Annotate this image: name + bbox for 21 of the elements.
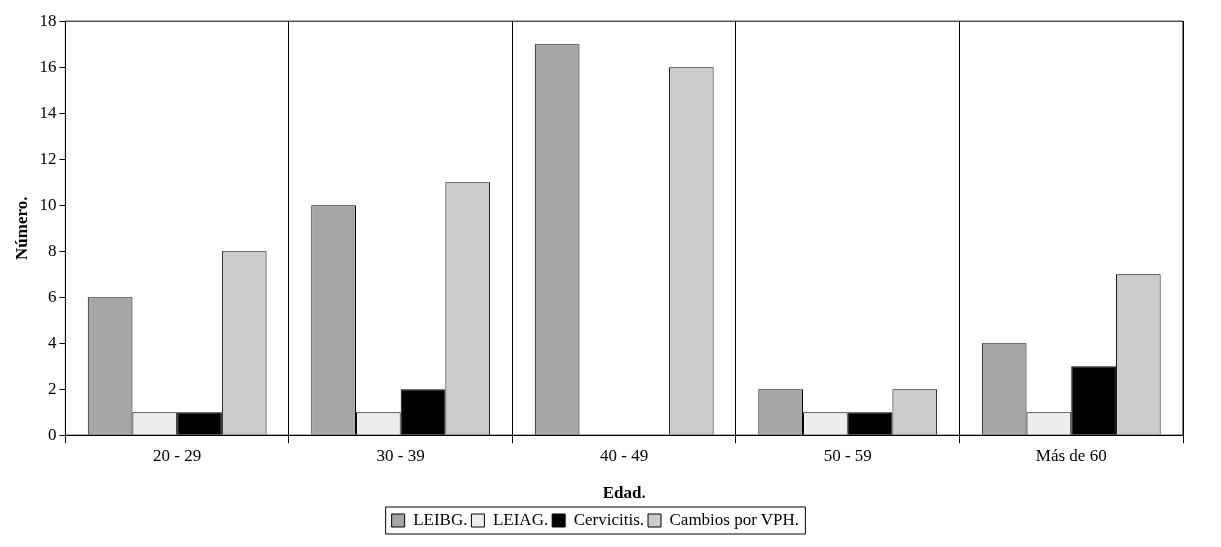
x-tick-label: Más de 60: [1035, 445, 1107, 465]
y-tick-label: 18: [39, 10, 57, 30]
legend-label: LEIBG.: [413, 509, 468, 529]
x-tick-label: 50 - 59: [823, 445, 872, 465]
legend-label: Cervicitis.: [573, 509, 645, 529]
y-tick-label: 0: [47, 424, 57, 444]
y-tick-label: 4: [47, 332, 57, 352]
y-tick-label: 8: [47, 240, 57, 260]
y-tick-label: 6: [47, 286, 57, 306]
x-axis-title: Edad.: [602, 483, 646, 503]
x-tick-label: 30 - 39: [376, 445, 425, 465]
x-tick-label: 20 - 29: [153, 445, 202, 465]
legend-label: Cambios por VPH.: [669, 509, 800, 529]
y-tick-label: 12: [39, 148, 57, 168]
x-tick-label: 40 - 49: [600, 445, 649, 465]
legend-label: LEIAG.: [492, 509, 549, 529]
y-tick-label: 16: [39, 56, 57, 76]
y-tick-label: 14: [39, 102, 57, 122]
y-tick-label: 2: [47, 378, 57, 398]
y-axis-title: Número.: [11, 196, 31, 260]
y-tick-label: 10: [39, 194, 57, 214]
